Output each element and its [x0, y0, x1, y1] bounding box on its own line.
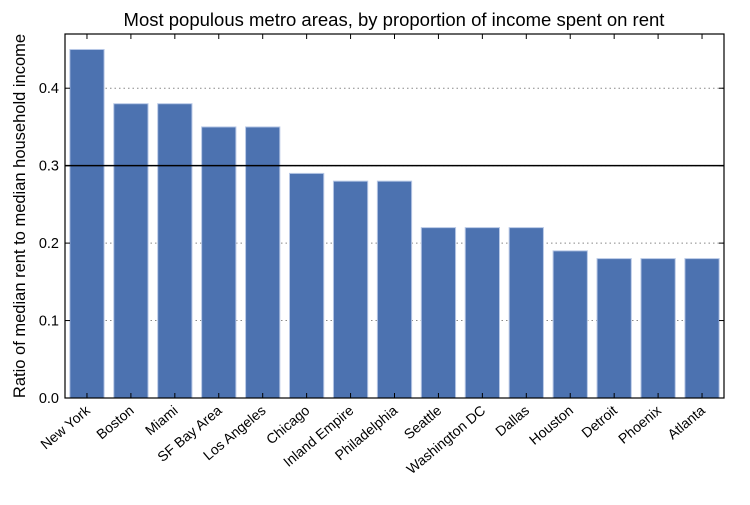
- bar: [376, 180, 413, 399]
- y-tick-label: 0.2: [39, 236, 59, 252]
- x-tick-label: Phoenix: [615, 402, 664, 447]
- bar: [69, 48, 105, 399]
- x-tick-label: Miami: [142, 402, 181, 438]
- bar: [552, 250, 588, 399]
- bar: [157, 103, 193, 399]
- x-tick-label: New York: [37, 401, 93, 452]
- x-tick-label: Detroit: [578, 402, 620, 441]
- x-tick-label: Atlanta: [664, 402, 708, 442]
- bar: [288, 172, 325, 399]
- bar: [596, 258, 632, 399]
- x-tick-label: Boston: [93, 402, 137, 442]
- x-tick-label: Dallas: [492, 402, 532, 439]
- y-tick-label: 0.1: [39, 314, 59, 330]
- y-tick-label: 0.4: [39, 81, 59, 97]
- bar: [640, 258, 676, 399]
- chart-title: Most populous metro areas, by proportion…: [124, 9, 665, 30]
- y-axis-label: Ratio of median rent to median household…: [11, 34, 29, 398]
- x-tick-label: Washington DC: [403, 402, 488, 477]
- bar: [245, 126, 281, 399]
- bar: [464, 227, 501, 399]
- bar: [420, 227, 457, 399]
- bar: [113, 103, 149, 399]
- bar: [684, 258, 720, 399]
- bar: [508, 227, 544, 399]
- y-tick-label: 0.3: [39, 159, 59, 175]
- x-tick-label: Houston: [526, 402, 576, 448]
- bar: [332, 180, 369, 399]
- bar: [201, 126, 237, 399]
- y-tick-label: 0.0: [39, 391, 59, 407]
